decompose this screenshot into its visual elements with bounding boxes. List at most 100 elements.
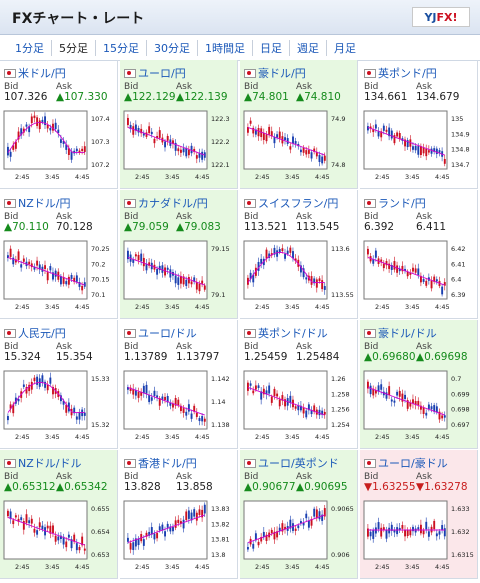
candle bbox=[438, 150, 441, 153]
candle bbox=[70, 274, 73, 279]
mini-candle-chart[interactable]: 122.3 122.2 122.1 2:45 3:45 4:45 bbox=[123, 110, 235, 184]
rate-panel[interactable]: ユーロ/英ポンド Bid ▲0.90677 Ask ▲0.90695 0.9065 0.90… bbox=[240, 450, 358, 579]
mini-candle-chart[interactable]: 1.633 1.632 1.6315 2:45 3:45 4:45 bbox=[363, 500, 475, 574]
pair-name-link[interactable]: ランド/円 bbox=[364, 195, 426, 211]
candle bbox=[247, 277, 249, 285]
pair-name-link[interactable]: スイスフラン/円 bbox=[244, 195, 338, 211]
mini-candle-chart[interactable]: 15.33 15.32 2:45 3:45 4:45 bbox=[3, 370, 115, 444]
rate-panel[interactable]: 英ポンド/円 Bid 134.661 Ask 134.679 135 134.9 134.8 1… bbox=[360, 60, 478, 189]
tab-4[interactable]: 1時間足 bbox=[197, 39, 252, 56]
bid-value: ▲0.69680 bbox=[364, 351, 416, 363]
mini-candle-chart[interactable]: 113.6 113.55 2:45 3:45 4:45 bbox=[243, 240, 355, 314]
pair-name-link[interactable]: 英ポンド/ドル bbox=[244, 325, 328, 341]
candle bbox=[273, 247, 276, 255]
pair-name-link[interactable]: 豪ドル/ドル bbox=[364, 325, 437, 341]
pair-name-link[interactable]: NZドル/円 bbox=[4, 195, 70, 211]
pair-name-link[interactable]: ユーロ/英ポンド bbox=[244, 455, 339, 471]
mini-candle-chart[interactable]: 13.83 13.82 13.81 13.8 2:45 3:45 4:45 bbox=[123, 500, 235, 574]
candle bbox=[262, 388, 265, 395]
mini-candle-chart[interactable]: 135 134.9 134.8 134.7 2:45 3:45 4:45 bbox=[363, 110, 475, 184]
rate-panel[interactable]: カナダドル/円 Bid ▲79.059 Ask ▲79.083 79.15 79.1 2:45… bbox=[120, 190, 238, 319]
rate-panel[interactable]: ランド/円 Bid 6.392 Ask 6.411 6.42 6.41 6.4 6.39 2:45… bbox=[360, 190, 478, 319]
rate-panel[interactable]: 豪ドル/円 Bid ▲74.801 Ask ▲74.810 74.9 74.8 2:45 3:4… bbox=[240, 60, 358, 189]
candle bbox=[382, 263, 385, 269]
mini-candle-chart[interactable]: 74.9 74.8 2:45 3:45 4:45 bbox=[243, 110, 355, 184]
rate-panel[interactable]: 英ポンド/ドル Bid 1.25459 Ask 1.25484 1.26 1.258 1.25… bbox=[240, 320, 358, 449]
tab-7[interactable]: 月足 bbox=[326, 39, 363, 56]
candle bbox=[166, 523, 169, 528]
candle bbox=[427, 150, 430, 153]
rate-panel[interactable]: ユーロ/豪ドル Bid ▼1.63255 Ask ▼1.63278 1.633 1.632 1… bbox=[360, 450, 478, 579]
tab-0[interactable]: 1分足 bbox=[15, 41, 44, 55]
pair-name-link[interactable]: 豪ドル/円 bbox=[244, 65, 306, 81]
candle bbox=[193, 277, 196, 282]
candle bbox=[14, 141, 17, 149]
moving-average-line bbox=[127, 256, 205, 286]
tab-2[interactable]: 15分足 bbox=[95, 39, 146, 56]
rate-panel[interactable]: ユーロ/円 Bid ▲122.129 Ask ▲122.139 122.3 122.2 122… bbox=[120, 60, 238, 189]
candle bbox=[323, 155, 326, 161]
candle bbox=[36, 117, 39, 126]
candle bbox=[185, 411, 188, 416]
mini-candle-chart[interactable]: 0.7 0.699 0.698 0.697 2:45 3:45 4:45 bbox=[363, 370, 475, 444]
candle bbox=[323, 286, 326, 290]
candle bbox=[260, 536, 263, 542]
mini-candle-chart[interactable]: 1.26 1.258 1.256 1.254 2:45 3:45 4:45 bbox=[243, 370, 355, 444]
pair-name-link[interactable]: 香港ドル/円 bbox=[124, 455, 197, 471]
tab-1[interactable]: 5分足 bbox=[51, 39, 95, 56]
candle bbox=[284, 137, 286, 141]
pair-name-link[interactable]: カナダドル/円 bbox=[124, 195, 208, 211]
rate-panel[interactable]: 豪ドル/ドル Bid ▲0.69680 Ask ▲0.69698 0.7 0.699 0.69… bbox=[360, 320, 478, 449]
candle bbox=[198, 509, 201, 515]
pair-name-link[interactable]: ユーロ/豪ドル bbox=[364, 455, 448, 471]
candle bbox=[396, 391, 399, 396]
pair-name-link[interactable]: ユーロ/ドル bbox=[124, 325, 197, 341]
rate-panel[interactable]: スイスフラン/円 Bid 113.521 Ask 113.545 113.6 113.55 2… bbox=[240, 190, 358, 319]
mini-candle-chart[interactable]: 0.655 0.654 0.653 2:45 3:45 4:45 bbox=[3, 500, 115, 574]
y-tick-label: 1.142 bbox=[211, 375, 230, 383]
rate-panel[interactable]: NZドル/ドル Bid ▲0.65312 Ask ▲0.65342 0.655 0.654 0… bbox=[0, 450, 118, 579]
candle bbox=[443, 158, 446, 164]
mini-candle-chart[interactable]: 107.4 107.3 107.2 2:45 3:45 4:45 bbox=[3, 110, 115, 184]
y-tick-label: 74.9 bbox=[331, 115, 345, 123]
mini-candle-chart[interactable]: 6.42 6.41 6.4 6.39 2:45 3:45 4:45 bbox=[363, 240, 475, 314]
candle bbox=[193, 509, 196, 517]
candle bbox=[382, 125, 385, 131]
tab-5[interactable]: 日足 bbox=[252, 39, 289, 56]
pair-name-link[interactable]: 英ポンド/円 bbox=[364, 65, 437, 81]
bid-value: ▲79.059 bbox=[124, 221, 169, 233]
candle bbox=[177, 148, 180, 152]
candle bbox=[420, 524, 422, 534]
x-tick-label: 4:45 bbox=[435, 433, 450, 441]
rate-panel[interactable]: 香港ドル/円 Bid 13.828 Ask 13.858 13.83 13.82 13.81 1… bbox=[120, 450, 238, 579]
candle bbox=[367, 528, 369, 537]
tab-3[interactable]: 30分足 bbox=[146, 39, 197, 56]
candle bbox=[323, 411, 326, 415]
y-tick-label: 107.2 bbox=[91, 161, 110, 169]
candle bbox=[406, 529, 409, 537]
pair-name-link[interactable]: 人民元/円 bbox=[4, 325, 66, 341]
tab-6[interactable]: 週足 bbox=[289, 39, 326, 56]
bid-label: Bid bbox=[244, 82, 259, 92]
pair-name-link[interactable]: 米ドル/円 bbox=[4, 65, 66, 81]
pair-name-link[interactable]: ユーロ/円 bbox=[124, 65, 186, 81]
candle bbox=[422, 147, 425, 154]
ask-value: ▲0.69698 bbox=[416, 351, 468, 363]
candle bbox=[443, 528, 446, 537]
rate-panel[interactable]: NZドル/円 Bid ▲70.110 Ask 70.128 70.25 70.2 70.15 7… bbox=[0, 190, 118, 319]
candle bbox=[145, 263, 148, 271]
rate-panel[interactable]: ユーロ/ドル Bid 1.13789 Ask 1.13797 1.142 1.14 1.138… bbox=[120, 320, 238, 449]
rate-panel[interactable]: 人民元/円 Bid 15.324 Ask 15.354 15.33 15.32 2:45 3:4… bbox=[0, 320, 118, 449]
mini-candle-chart[interactable]: 1.142 1.14 1.138 2:45 3:45 4:45 bbox=[123, 370, 235, 444]
candle bbox=[318, 278, 321, 282]
candle bbox=[372, 129, 375, 133]
x-tick-label: 2:45 bbox=[15, 173, 30, 181]
candle bbox=[265, 534, 268, 541]
mini-candle-chart[interactable]: 79.15 79.1 2:45 3:45 4:45 bbox=[123, 240, 235, 314]
mini-candle-chart[interactable]: 70.25 70.2 70.15 70.1 2:45 3:45 4:45 bbox=[3, 240, 115, 314]
candle bbox=[134, 390, 137, 396]
mini-candle-chart[interactable]: 0.9065 0.906 2:45 3:45 4:45 bbox=[243, 500, 355, 574]
rate-panel[interactable]: 米ドル/円 Bid 107.326 Ask ▲107.330 107.4 107.3 107.… bbox=[0, 60, 118, 189]
bid-label: Bid bbox=[364, 342, 379, 352]
pair-name-link[interactable]: NZドル/ドル bbox=[4, 455, 81, 471]
